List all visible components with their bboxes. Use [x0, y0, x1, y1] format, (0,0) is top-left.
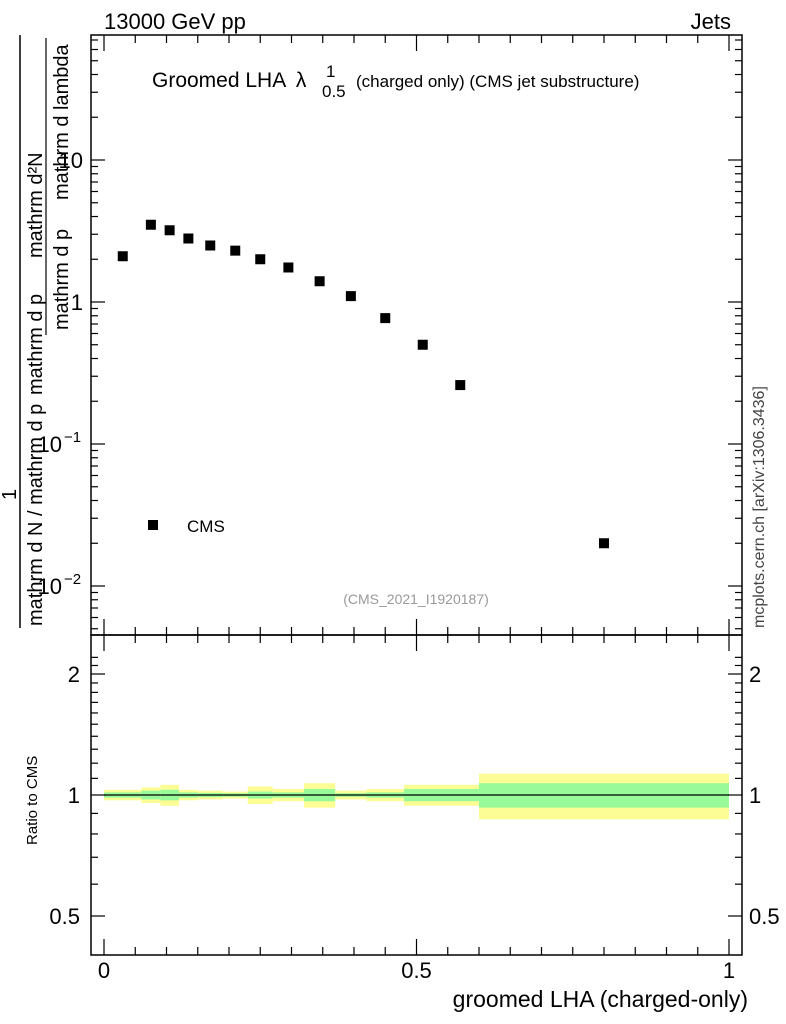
cms-data-point — [255, 254, 266, 265]
ratio-axis-label: Ratio to CMS — [24, 756, 41, 845]
x-tick-label: 0.5 — [401, 958, 432, 983]
y-label-num-2: mathrm d p — [51, 229, 73, 330]
cms-data-point — [380, 313, 391, 324]
y-tick-label: 10 — [59, 148, 83, 173]
cms-data-point — [164, 225, 175, 236]
cms-data-point — [183, 233, 194, 244]
legend-marker — [148, 520, 158, 530]
y-tick-label: 10 — [38, 432, 62, 457]
y-tick-exponent: −2 — [64, 571, 81, 588]
cms-data-point — [345, 291, 356, 302]
y-label-numerator: mathrm d²N — [25, 152, 47, 258]
ratio-bands — [104, 773, 729, 820]
y-tick-label: 10 — [38, 574, 62, 599]
cms-data-point — [145, 219, 156, 230]
legend-label: CMS — [187, 517, 225, 536]
y-label-num-3: mathrm d lambda — [51, 44, 73, 200]
cms-data-point — [417, 339, 428, 350]
x-tick-label: 1 — [723, 958, 735, 983]
cms-data-point — [117, 251, 128, 262]
ratio-tick-label-left: 2 — [68, 662, 80, 687]
y-tick-exponent: −1 — [64, 429, 81, 446]
ratio-tick-label-left: 0.5 — [49, 904, 80, 929]
cms-data-point — [314, 276, 325, 287]
side-label: mcplots.cern.ch [arXiv:1306.3436] — [751, 386, 768, 628]
y-label-one: 1 — [0, 489, 21, 500]
title-rest: (charged only) (CMS jet substructure) — [356, 72, 639, 91]
y-axis-label: 1 mathrm d N / mathrm d p mathrm d p mat… — [0, 35, 73, 628]
title-symbol: λ — [296, 69, 307, 92]
main-plot-frame — [90, 34, 743, 636]
ratio-tick-label-right: 2 — [749, 662, 761, 687]
title-main: Groomed LHA — [152, 69, 286, 92]
x-tick-label: 0 — [98, 958, 110, 983]
x-axis-label: groomed LHA (charged-only) — [453, 986, 748, 1012]
cms-data-point — [599, 538, 609, 549]
title-superscript: 1 — [326, 62, 335, 81]
cms-data-point — [283, 262, 294, 273]
energy-label: 13000 GeV pp — [104, 9, 246, 34]
category-label: Jets — [691, 9, 731, 34]
y-label-denominator: mathrm d N / mathrm d p — [25, 404, 47, 626]
plot-title: Groomed LHA λ — [152, 69, 307, 92]
analysis-code: (CMS_2021_I1920187) — [343, 591, 489, 607]
y-tick-label: 1 — [71, 290, 83, 315]
title-subscript: 0.5 — [322, 82, 346, 101]
cms-data-points — [117, 219, 609, 549]
cms-data-point — [205, 240, 216, 251]
ratio-tick-label-left: 1 — [68, 783, 80, 808]
cms-data-point — [455, 380, 466, 391]
cms-data-point — [230, 245, 241, 256]
x-ticks: 0 0.5 1 — [98, 35, 735, 983]
ratio-y-ticks: 2 2 1 1 0.5 0.5 — [49, 656, 780, 929]
y-label-denominator-2: mathrm d p — [25, 294, 47, 395]
ratio-tick-label-right: 0.5 — [749, 904, 780, 929]
ratio-tick-label-right: 1 — [749, 783, 761, 808]
